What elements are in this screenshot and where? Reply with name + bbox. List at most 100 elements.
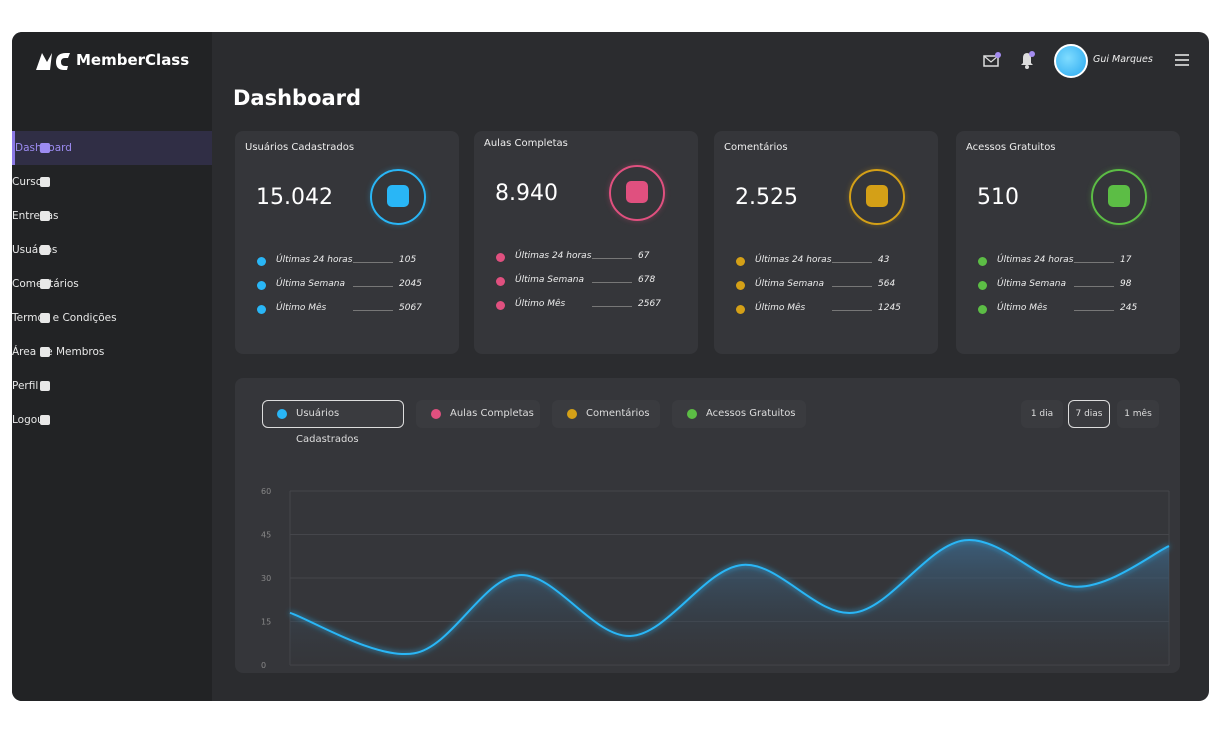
stat-label: Último Mês (515, 299, 566, 309)
nav-item[interactable]: Entregas (12, 199, 212, 233)
stat-card: Comentários 2.525 Últimas 24 horas 43 Última… (714, 131, 938, 354)
stat-label: Últimas 24 horas (755, 255, 832, 265)
nav-item[interactable]: Dashboard (12, 131, 212, 165)
legend-button[interactable]: Comentários (552, 400, 660, 428)
stat-dot (978, 281, 987, 290)
stat-row: Últimas 24 horas 105 (257, 255, 447, 269)
nav-icon (40, 381, 50, 391)
y-tick-label: 30 (261, 574, 271, 583)
stat-dot (736, 257, 745, 266)
card-icon (849, 169, 905, 225)
legend-button[interactable]: Usuários Cadastrados (262, 400, 404, 445)
card-title: Aulas Completas (484, 138, 568, 149)
stat-line (832, 310, 872, 311)
stat-line (832, 286, 872, 287)
stat-value: 678 (638, 275, 656, 285)
nav-label: Cursos (12, 176, 48, 188)
stat-row: Último Mês 245 (978, 303, 1168, 317)
stat-dot (978, 257, 987, 266)
stat-row: Últimas 24 horas 67 (496, 251, 686, 265)
nav-icon (40, 279, 50, 289)
card-value: 8.940 (495, 181, 558, 206)
range-button[interactable]: 1 mês (1117, 400, 1159, 428)
stat-line (592, 258, 632, 259)
stat-label: Último Mês (997, 303, 1048, 313)
nav-label: Logout (12, 414, 48, 426)
stat-row: Última Semana 2045 (257, 279, 447, 293)
stat-row: Última Semana 98 (978, 279, 1168, 293)
app: MemberClass DashboardCursosEntregasUsuár… (12, 32, 1209, 701)
stat-line (832, 262, 872, 263)
nav-icon (40, 143, 50, 153)
stat-value: 98 (1120, 279, 1132, 289)
stat-value: 2567 (638, 299, 661, 309)
stat-label: Últimas 24 horas (276, 255, 353, 265)
stat-dot (496, 301, 505, 310)
stat-row: Último Mês 1245 (736, 303, 926, 317)
stat-label: Última Semana (997, 279, 1067, 289)
nav-icon (40, 177, 50, 187)
user-name: Gui Marques (1093, 54, 1153, 65)
stat-dot (736, 305, 745, 314)
stat-line (592, 306, 632, 307)
nav-label: Perfil (12, 380, 39, 392)
legend-label: Acessos Gratuitos (706, 408, 796, 419)
nav-item[interactable]: Termos e Condições (12, 301, 212, 335)
legend-label: Usuários Cadastrados (296, 408, 359, 445)
nav-item[interactable]: Comentários (12, 267, 212, 301)
nav-item[interactable]: Logout (12, 403, 212, 437)
line (289, 539, 1170, 656)
card-value: 15.042 (256, 185, 333, 210)
nav-item[interactable]: Perfil (12, 369, 212, 403)
nav-icon (40, 245, 50, 255)
stat-dot (496, 253, 505, 262)
stat-value: 245 (1120, 303, 1138, 313)
card-icon (1091, 169, 1147, 225)
nav-item[interactable]: Área de Membros (12, 335, 212, 369)
stat-label: Último Mês (276, 303, 327, 313)
stat-value: 105 (399, 255, 417, 265)
legend-button[interactable]: Acessos Gratuitos (672, 400, 806, 428)
nav-icon (40, 347, 50, 357)
legend-dot (567, 409, 577, 419)
nav-icon (40, 415, 50, 425)
stat-row: Últimas 24 horas 43 (736, 255, 926, 269)
legend-button[interactable]: Aulas Completas (416, 400, 540, 428)
avatar[interactable] (1054, 44, 1088, 78)
range-button[interactable]: 7 dias (1068, 400, 1110, 428)
legend-dot (431, 409, 441, 419)
stat-card: Aulas Completas 8.940 Últimas 24 horas 67 Úl… (474, 131, 698, 354)
stat-value: 1245 (878, 303, 901, 313)
stat-dot (496, 277, 505, 286)
stat-value: 67 (638, 251, 650, 261)
stat-value: 2045 (399, 279, 422, 289)
bell-icon[interactable] (1018, 50, 1042, 72)
card-icon (370, 169, 426, 225)
card-value: 510 (977, 185, 1019, 210)
y-tick-label: 0 (261, 661, 266, 670)
stat-row: Última Semana 678 (496, 275, 686, 289)
icon-glyph (626, 181, 648, 203)
nav-item[interactable]: Usuários (12, 233, 212, 267)
stat-row: Últimas 24 horas 17 (978, 255, 1168, 269)
stat-dot (736, 281, 745, 290)
legend-label: Aulas Completas (450, 408, 534, 419)
icon-glyph (387, 185, 409, 207)
stat-label: Última Semana (276, 279, 346, 289)
stat-dot (257, 257, 266, 266)
stat-label: Última Semana (755, 279, 825, 289)
legend-dot (277, 409, 287, 419)
stat-value: 17 (1120, 255, 1132, 265)
nav-icon (40, 313, 50, 323)
nav-item[interactable]: Cursos (12, 165, 212, 199)
stat-line (353, 310, 393, 311)
stat-card: Usuários Cadastrados 15.042 Últimas 24 hor… (235, 131, 459, 354)
sidebar: MemberClass Dashboard Cursos EntregasUsuár… (12, 32, 212, 701)
card-title: Comentários (724, 142, 788, 153)
range-button[interactable]: 1 dia (1021, 400, 1063, 428)
stat-value: 564 (878, 279, 896, 289)
menu-icon[interactable] (1174, 53, 1190, 67)
mail-icon[interactable] (982, 50, 1022, 72)
y-tick-label: 60 (261, 487, 271, 496)
